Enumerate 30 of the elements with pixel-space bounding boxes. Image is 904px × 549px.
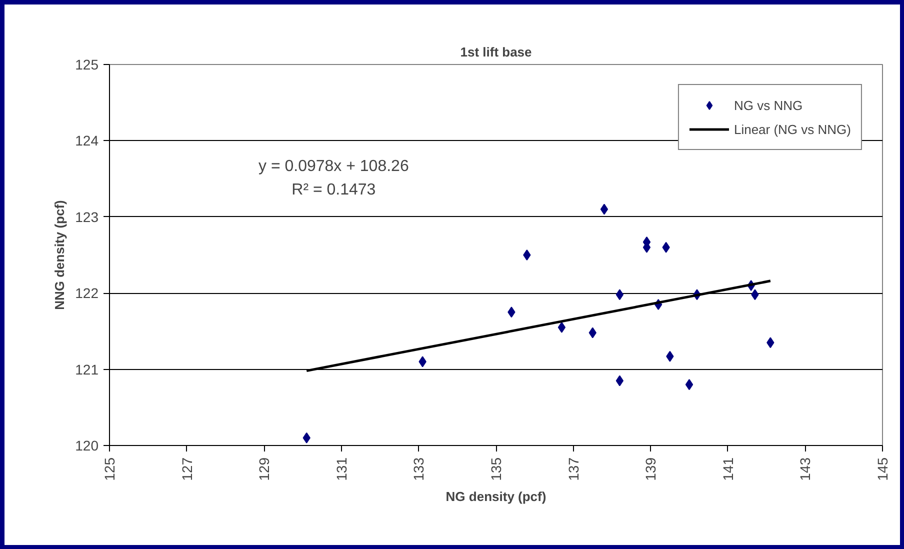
point — [600, 204, 608, 215]
annotation: y = 0.0978x + 108.26 — [258, 158, 409, 176]
y-axis-title: NNG density (pcf) — [52, 200, 68, 310]
x-axis-title: NG density (pcf) — [446, 488, 546, 504]
x-tick-label: 131 — [333, 457, 350, 481]
x-tick-label: 135 — [488, 457, 504, 481]
x-tick-label: 129 — [256, 457, 272, 481]
chart-title: 1st lift base — [460, 44, 532, 60]
y-tick-label: 123 — [75, 208, 99, 225]
point — [616, 375, 624, 386]
x-tick-label: 141 — [720, 457, 736, 481]
annotation: R² = 0.1473 — [292, 182, 376, 199]
point — [558, 322, 566, 333]
x-tick-label: 125 — [102, 457, 118, 481]
point — [616, 289, 624, 300]
x-tick-label: 143 — [797, 457, 814, 481]
y-tick-label: 121 — [75, 361, 99, 378]
x-tick-label: 145 — [874, 457, 890, 481]
point — [685, 379, 694, 390]
y-tick-label: 124 — [75, 132, 99, 149]
legend-label: NG vs NNG — [734, 98, 803, 112]
x-tick-label: 137 — [565, 457, 582, 481]
x-tick-label: 139 — [642, 457, 659, 481]
y-tick-label: 122 — [75, 285, 99, 302]
y-tick-label: 120 — [75, 438, 99, 454]
y-tick-label: 125 — [75, 56, 99, 72]
x-tick-label: 127 — [178, 457, 195, 481]
legend-label: Linear (NG vs NNG) — [734, 122, 851, 136]
x-tick-label: 133 — [410, 457, 427, 481]
point — [523, 250, 531, 260]
